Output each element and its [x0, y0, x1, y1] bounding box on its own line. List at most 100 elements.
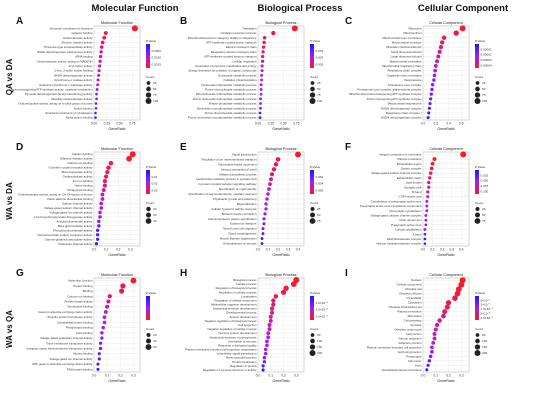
term-label: Mitochondrial envelope	[392, 40, 422, 44]
count-legend-dot	[310, 338, 315, 344]
data-point	[266, 331, 271, 336]
x-axis-label: GeneRatio	[437, 127, 454, 131]
panel-f: F Cellular Component 0.0 0.1 0.2 0.3 0.4 GeneRa…	[345, 142, 489, 257]
x-tick-label: 0.1	[430, 248, 435, 252]
data-point	[94, 242, 99, 246]
data-point	[275, 157, 281, 162]
term-label: Beta-glucuronidase activity	[58, 224, 93, 228]
term-label: Obsolete mitochondrial part	[386, 45, 422, 49]
term-label: Cell cortex	[408, 359, 422, 363]
data-point	[452, 295, 458, 301]
pvalue-legend-title: P.Value	[146, 39, 156, 43]
count-legend-label: 50	[482, 87, 486, 91]
count-legend-dot	[475, 86, 480, 92]
count-legend-title: Count	[310, 201, 318, 205]
term-label: Nervous system development	[218, 331, 256, 335]
term-label: Acyl carrier activity	[68, 64, 93, 68]
data-point	[433, 64, 438, 68]
data-point	[100, 197, 105, 201]
term-label: Translation	[242, 26, 257, 30]
term-label: Presynapse	[406, 354, 422, 358]
term-label: Histone methyltransferase complex	[376, 242, 422, 246]
term-label: Axon	[415, 363, 422, 367]
count-legend-label: 50	[317, 213, 321, 217]
term-label: Mitochondrial electron transport, NADH t…	[188, 36, 257, 40]
term-label: Mitochondrion	[403, 31, 422, 35]
data-point	[98, 346, 103, 351]
data-point	[263, 351, 268, 356]
term-label: Melanin biosynthetic process	[219, 172, 257, 176]
term-label: System development	[230, 315, 257, 319]
data-point	[126, 155, 133, 162]
term-label: Voltage-gated sodium channel complex	[371, 171, 422, 175]
term-label: Proteasome core complex, alpha-subunit c…	[357, 87, 422, 91]
data-point	[102, 183, 107, 188]
x-tick-label: 0.3	[450, 248, 455, 252]
term-label: Respirasome	[404, 78, 421, 82]
term-label: Gland morphogenesis	[228, 232, 257, 236]
term-label: Presynaptic active zone	[391, 223, 422, 227]
data-point	[94, 102, 98, 105]
x-tick-label: 0.2	[276, 248, 281, 252]
count-legend-dot	[145, 218, 152, 224]
count-legend-label: 25	[317, 81, 321, 85]
term-label: Lipid droplet	[406, 181, 422, 185]
data-point	[430, 345, 434, 350]
x-tick-label: 0.0	[421, 122, 426, 126]
data-point	[269, 172, 275, 177]
term-label: Actin binding	[76, 331, 93, 335]
data-point	[430, 350, 434, 354]
term-label: Voltage-gated potassium channel activity	[40, 336, 93, 340]
data-point	[264, 207, 268, 211]
term-label: Intracellular signal transduction	[217, 352, 257, 356]
term-label: Electron transfer activity	[62, 40, 93, 44]
pvalue-tick-label: 0.002	[316, 175, 324, 179]
term-label: Ubiquitin-protein transferase activity	[47, 315, 94, 319]
count-legend-title: Count	[310, 75, 318, 79]
pvalue-colorbar	[146, 296, 150, 320]
panel-letter: F	[345, 142, 351, 153]
pvalue-tick-label: 0.00002	[481, 53, 492, 57]
panel-letter: H	[180, 268, 187, 279]
column-header-molecular-function: Molecular Function	[91, 3, 178, 14]
term-label: Cytochrome-c oxidase activity	[54, 78, 93, 82]
panel-letter: I	[345, 268, 348, 279]
x-axis-label: GeneRatio	[272, 379, 289, 383]
panel-title: Biological Process	[265, 147, 296, 151]
term-label: Trans-membrane transporter activity	[46, 341, 93, 345]
count-legend-label: 60	[153, 345, 157, 349]
term-label: Extracellular matrix	[397, 176, 422, 180]
data-point	[97, 224, 101, 228]
plot-area	[422, 151, 470, 247]
term-label: Obsolete cell	[405, 287, 422, 291]
term-label: Protein binding	[73, 284, 93, 288]
term-label: Protein localization	[232, 360, 257, 364]
term-label: Alpha-actinin binding	[66, 116, 93, 120]
data-point	[259, 87, 263, 91]
term-label: Myosin binding	[73, 352, 93, 356]
column-header-cellular-component: Cellular Component	[418, 3, 509, 14]
term-label: Plasma membrane	[397, 157, 422, 161]
term-label: G-protein coupled receptor signaling pat…	[198, 182, 257, 186]
count-legend-dot	[145, 92, 152, 98]
pvalue-tick-label: 0.002	[316, 56, 324, 60]
data-point	[435, 59, 440, 64]
data-point	[102, 320, 107, 325]
term-label: Anatomical structure morphogenesis	[210, 335, 257, 339]
pvalue-colorbar	[146, 44, 150, 68]
term-label: Proton-transporting ATP synthase complex	[367, 97, 422, 101]
term-label: Voltage-gated sodium channel activity	[44, 206, 93, 210]
term-label: Cell projection	[238, 323, 257, 327]
count-legend-title: Count	[146, 75, 154, 79]
term-label: Oxidoreductase activity	[63, 175, 93, 179]
panel-title: Biological Process	[265, 21, 296, 25]
count-legend-label: 20	[153, 207, 157, 211]
count-legend-title: Count	[146, 327, 154, 331]
row-label-wa-vs-da: WA vs DA	[5, 182, 14, 220]
data-point	[444, 304, 450, 310]
count-legend-label: 150	[317, 345, 322, 349]
term-label: Regulation of synapse structure or activ…	[203, 368, 257, 372]
count-legend-title: Count	[475, 75, 483, 79]
term-label: ATP synthesis coupled electron transport	[204, 55, 257, 59]
data-point	[131, 25, 138, 32]
